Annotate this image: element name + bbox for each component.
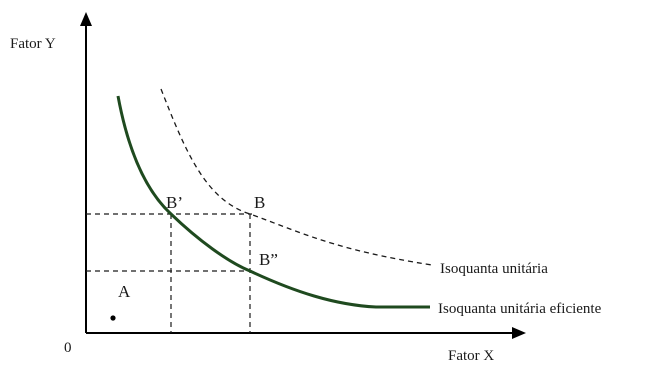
y-axis-arrow: [80, 12, 92, 26]
point-b-label: B: [254, 193, 265, 212]
point-b-prime-label: B’: [166, 193, 183, 212]
unit-isoquant-curve: [160, 88, 433, 266]
efficient-unit-isoquant-curve: [116, 95, 430, 309]
point-a-label: A: [118, 282, 131, 301]
unit-isoquant-label: Isoquanta unitária: [440, 261, 548, 277]
y-axis-label: Fator Y: [10, 36, 56, 52]
point-b-double-prime-label: B”: [259, 250, 278, 269]
origin-label: 0: [64, 340, 72, 356]
x-axis-label: Fator X: [448, 348, 494, 364]
x-axis-arrow: [512, 327, 526, 339]
efficient-unit-isoquant-label: Isoquanta unitária eficiente: [438, 301, 602, 317]
point-a-dot: [110, 315, 116, 321]
